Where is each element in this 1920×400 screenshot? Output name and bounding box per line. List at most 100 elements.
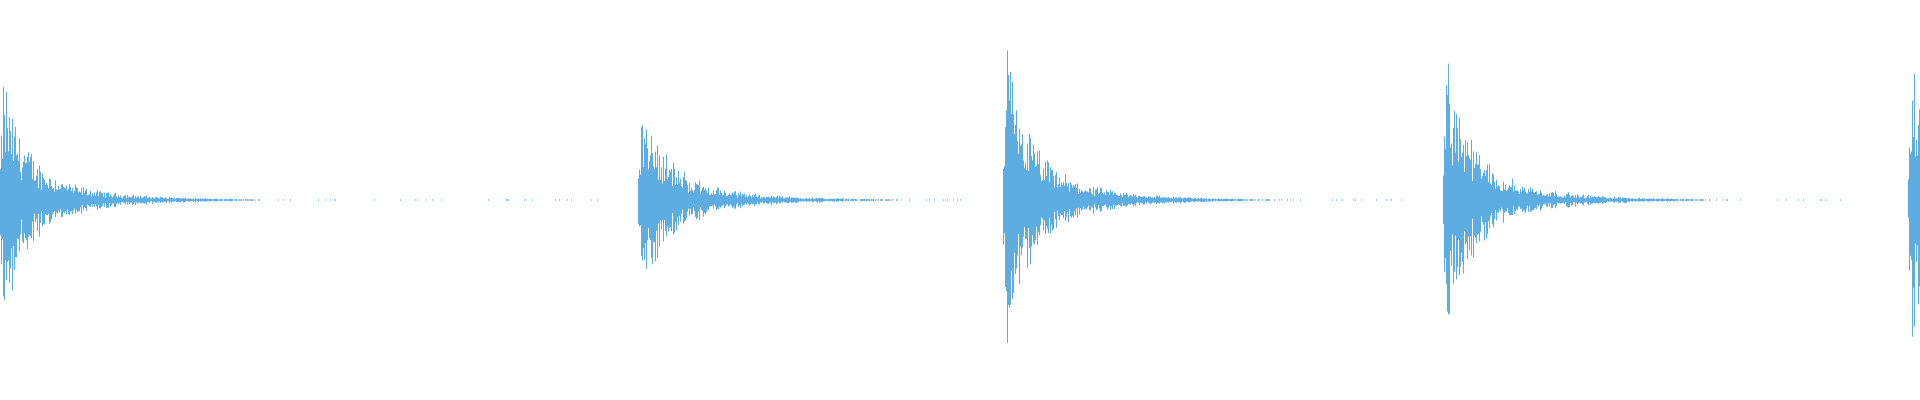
waveform-sample	[1237, 199, 1238, 202]
waveform-sample	[37, 168, 38, 232]
waveform-sample	[1501, 190, 1502, 208]
waveform-sample	[181, 198, 182, 202]
waveform-sample	[751, 196, 752, 204]
waveform-sample	[1016, 110, 1017, 269]
waveform-sample	[1599, 196, 1600, 204]
waveform-sample	[1135, 194, 1136, 206]
hit-4	[1443, 63, 1841, 315]
waveform-sample	[1620, 197, 1621, 203]
waveform-sample	[1582, 195, 1583, 204]
waveform-sample	[1026, 169, 1027, 239]
waveform-sample	[647, 148, 648, 241]
waveform-sample	[1474, 167, 1475, 236]
waveform-sample	[1122, 196, 1123, 203]
waveform-sample	[1038, 164, 1039, 233]
waveform-sample	[1192, 198, 1193, 202]
waveform-sample	[214, 198, 215, 202]
waveform-sample	[1536, 191, 1537, 210]
waveform-sample	[1227, 198, 1228, 202]
waveform-sample	[1138, 195, 1139, 203]
waveform-sample	[1070, 182, 1071, 217]
waveform-sample	[863, 199, 864, 201]
waveform-sample	[1532, 188, 1533, 211]
waveform-sample	[1010, 71, 1011, 305]
waveform-sample	[1602, 196, 1603, 204]
waveform-sample	[1505, 184, 1506, 212]
waveform-sample	[1254, 199, 1255, 201]
waveform-sample	[219, 199, 220, 201]
waveform-sample	[107, 192, 108, 208]
waveform-sample	[1108, 191, 1109, 208]
waveform-sample	[1004, 165, 1005, 234]
waveform-sample	[862, 199, 863, 202]
waveform-sample	[687, 185, 688, 212]
waveform-sample	[654, 168, 655, 243]
waveform-sample	[1506, 190, 1507, 212]
waveform-sample	[4, 115, 5, 300]
waveform-sample	[14, 136, 15, 270]
waveform-sample	[54, 191, 55, 211]
waveform-sample	[1498, 185, 1499, 213]
waveform-sample	[671, 168, 672, 232]
waveform-sample	[1654, 199, 1655, 201]
waveform-sample	[776, 196, 777, 205]
waveform-sample	[1246, 199, 1247, 201]
waveform-sample	[1152, 197, 1153, 203]
waveform-sample	[1494, 182, 1495, 220]
waveform-sample	[1917, 155, 1918, 246]
waveform-sample	[1022, 134, 1023, 248]
waveform-sample	[804, 198, 805, 201]
waveform-sample	[1234, 199, 1235, 201]
waveform-sample	[789, 196, 790, 203]
waveform-sample	[1118, 195, 1119, 205]
waveform-sample	[1705, 199, 1706, 201]
waveform-sample	[641, 127, 642, 257]
waveform-sample	[1133, 193, 1134, 206]
waveform-sample	[1230, 199, 1231, 201]
waveform-sample	[692, 190, 693, 214]
waveform-sample	[1252, 198, 1253, 201]
waveform-sample	[135, 196, 136, 205]
waveform-sample	[183, 197, 184, 203]
waveform-sample	[829, 198, 830, 202]
waveform-sample	[1589, 198, 1590, 202]
waveform-sample	[5, 152, 6, 261]
waveform-sample	[1076, 188, 1077, 209]
waveform-sample	[109, 196, 110, 204]
waveform-sample	[1527, 193, 1528, 206]
waveform-sample	[1681, 199, 1682, 201]
waveform-sample	[1699, 199, 1700, 201]
waveform-sample	[1136, 196, 1137, 204]
waveform-sample	[693, 192, 694, 208]
waveform-sample	[1726, 199, 1727, 201]
waveform-sample	[756, 196, 757, 205]
waveform-sample	[1251, 199, 1252, 201]
waveform-sample	[733, 193, 734, 207]
waveform-sample	[1035, 166, 1036, 241]
waveform-sample	[1190, 197, 1191, 203]
waveform-sample	[1173, 196, 1174, 204]
waveform-sample	[253, 199, 254, 201]
waveform-sample	[1496, 179, 1497, 221]
waveform-sample	[1019, 128, 1020, 285]
waveform-sample	[138, 196, 139, 204]
waveform-sample	[698, 185, 699, 212]
waveform-sample	[64, 187, 65, 214]
waveform-sample	[158, 197, 159, 203]
waveform-sample	[1045, 161, 1046, 234]
waveform-sample	[1043, 168, 1044, 231]
waveform-sample	[218, 199, 219, 201]
waveform-sample	[929, 199, 930, 201]
waveform-sample	[240, 199, 241, 201]
waveform-sample	[1557, 197, 1558, 203]
waveform-sample	[3, 87, 4, 297]
waveform-sample	[1114, 192, 1115, 210]
waveform-sample	[1025, 162, 1026, 240]
waveform-sample	[649, 160, 650, 239]
waveform-sample	[856, 199, 857, 201]
waveform-sample	[1069, 191, 1070, 210]
waveform-sample	[1206, 198, 1207, 203]
waveform-sample	[1477, 164, 1478, 235]
waveform-sample	[432, 199, 433, 201]
